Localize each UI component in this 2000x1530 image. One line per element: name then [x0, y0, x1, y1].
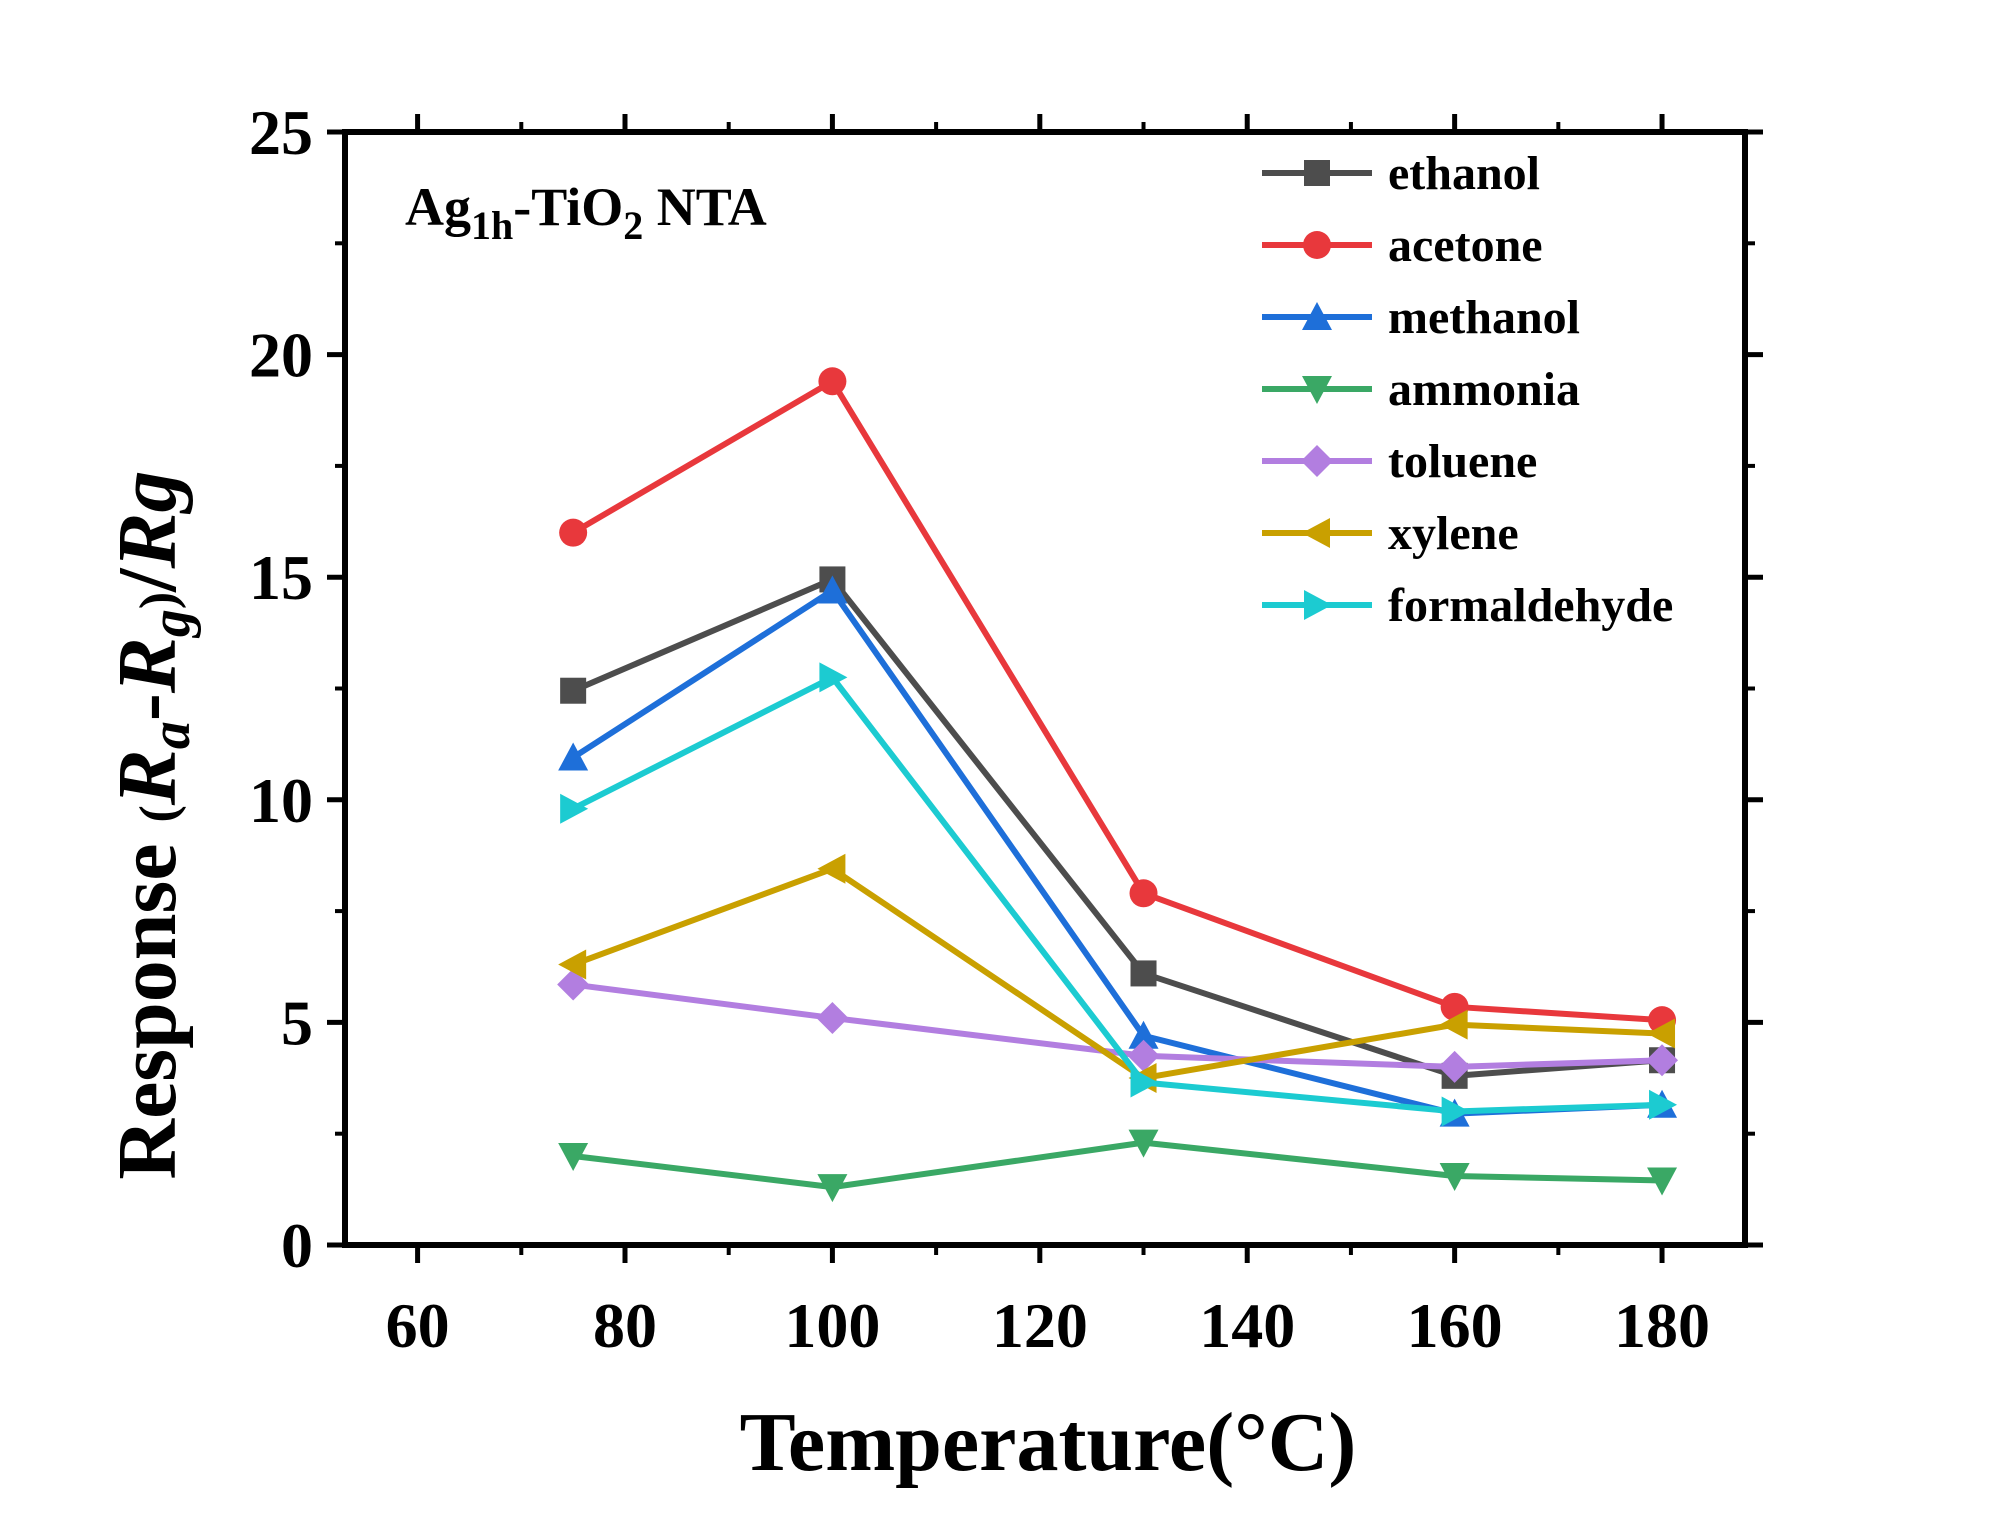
- annotation-sub1: 1h: [471, 203, 513, 248]
- data-point-xylene: [817, 853, 846, 884]
- x-tick-label: 180: [1614, 1290, 1710, 1361]
- y-axis-label: Response (Ra-Rg)/Rg: [101, 470, 202, 1179]
- series-line-formaldehyde: [571, 674, 1663, 1115]
- sample-annotation: Ag1h-TiO2 NTA: [405, 177, 767, 248]
- data-point-formaldehyde: [560, 793, 589, 824]
- series-layer: [557, 367, 1679, 1203]
- data-point-formaldehyde: [1649, 1089, 1678, 1120]
- legend-label: ethanol: [1388, 147, 1540, 200]
- annotation-sub2: 2: [623, 203, 643, 248]
- legend-item-xylene: xylene: [1262, 507, 1519, 560]
- legend-marker: [1302, 302, 1332, 330]
- y-label-ra: R: [101, 749, 194, 806]
- data-point-ammonia: [1439, 1162, 1470, 1191]
- data-point-toluene: [1646, 1044, 1679, 1077]
- data-point-formaldehyde: [1130, 1067, 1159, 1098]
- legend-item-toluene: toluene: [1262, 435, 1537, 488]
- data-point-ammonia: [817, 1174, 848, 1203]
- legend-item-ethanol: ethanol: [1262, 147, 1540, 200]
- y-label-open-paren: (: [130, 805, 187, 822]
- legend-marker: [1303, 231, 1331, 259]
- legend-label: formaldehyde: [1388, 579, 1673, 632]
- data-point-toluene: [816, 1001, 849, 1034]
- data-point-methanol: [817, 575, 848, 604]
- legend-label: ammonia: [1388, 363, 1580, 416]
- y-label-rg-sub: g: [140, 609, 202, 639]
- legend-item-acetone: acetone: [1262, 219, 1543, 272]
- annotation-suffix: NTA: [643, 177, 767, 237]
- y-label-rg2-sub: g: [101, 470, 194, 514]
- y-label-slash: /: [101, 567, 194, 593]
- legend-label: acetone: [1388, 219, 1543, 272]
- data-point-toluene: [1438, 1050, 1471, 1083]
- x-axis-label: Temperature(°C): [740, 1396, 1357, 1489]
- legend: ethanol acetone methanol ammonia toluene xyle…: [1262, 147, 1673, 632]
- series-ammonia: [558, 1129, 1678, 1203]
- axis-ticks: [327, 114, 1763, 1263]
- tick-labels: 60 80 100 120 140 160 180 0 5 10 15 20 25: [249, 97, 1710, 1361]
- legend-marker: [1301, 445, 1333, 477]
- legend-item-formaldehyde: formaldehyde: [1262, 579, 1673, 632]
- data-point-acetone: [559, 518, 588, 547]
- legend-marker: [1304, 590, 1332, 620]
- annotation-middle: -TiO: [513, 177, 623, 237]
- x-tick-label: 160: [1407, 1290, 1503, 1361]
- legend-label: xylene: [1388, 507, 1519, 560]
- x-tick-label: 140: [1199, 1290, 1295, 1361]
- data-point-formaldehyde: [819, 662, 848, 693]
- data-point-ammonia: [1128, 1129, 1159, 1158]
- data-point-methanol: [1128, 1020, 1159, 1049]
- x-tick-label: 100: [784, 1290, 880, 1361]
- x-tick-label: 80: [593, 1290, 657, 1361]
- legend-marker: [1304, 160, 1330, 186]
- x-tick-label: 120: [992, 1290, 1088, 1361]
- data-point-ammonia: [1647, 1167, 1678, 1196]
- data-point-xylene: [1439, 1009, 1468, 1040]
- legend-item-ammonia: ammonia: [1262, 363, 1580, 416]
- data-point-ammonia: [558, 1142, 589, 1171]
- y-label-minus: -: [101, 693, 194, 721]
- annotation-prefix: Ag: [405, 177, 471, 237]
- y-label-prefix: Response: [101, 823, 194, 1180]
- x-tick-label: 60: [386, 1290, 450, 1361]
- data-point-xylene: [558, 949, 587, 980]
- data-point-toluene: [1127, 1039, 1160, 1072]
- y-tick-label: 15: [249, 542, 313, 613]
- legend-marker: [1302, 518, 1330, 548]
- y-label-close-paren: ): [130, 592, 187, 609]
- data-point-acetone: [1129, 879, 1158, 908]
- legend-marker: [1302, 376, 1332, 404]
- data-point-xylene: [1647, 1018, 1676, 1049]
- y-tick-label: 5: [281, 987, 313, 1058]
- data-point-ethanol: [1130, 960, 1157, 987]
- series-line-ammonia: [572, 1139, 1663, 1191]
- data-point-formaldehyde: [1441, 1096, 1470, 1127]
- y-tick-label: 10: [249, 765, 313, 836]
- y-label-ra-sub: a: [140, 721, 202, 749]
- series-formaldehyde: [560, 662, 1678, 1127]
- y-tick-label: 20: [249, 320, 313, 391]
- data-point-acetone: [818, 367, 847, 396]
- series-xylene: [558, 853, 1676, 1094]
- legend-label: toluene: [1388, 435, 1537, 488]
- legend-label: methanol: [1388, 291, 1580, 344]
- y-tick-label: 0: [281, 1210, 313, 1281]
- legend-item-methanol: methanol: [1262, 291, 1580, 344]
- y-label-rg: R: [101, 637, 194, 694]
- data-point-ethanol: [560, 677, 587, 704]
- y-label-rg2: R: [101, 512, 194, 569]
- data-point-methanol: [558, 742, 589, 771]
- y-tick-label: 25: [249, 97, 313, 168]
